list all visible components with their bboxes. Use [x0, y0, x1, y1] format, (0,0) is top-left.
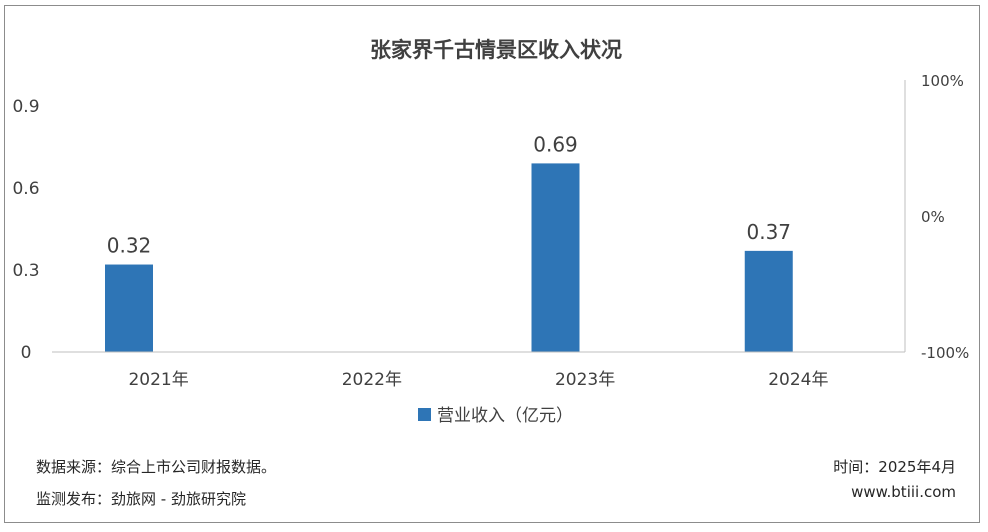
y-axis-tick-label: 0	[21, 343, 32, 363]
chart-title: 张家界千古情景区收入状况	[370, 38, 622, 62]
bar-data-label: 0.69	[533, 132, 578, 156]
publisher-note: 监测发布：劲旅网 - 劲旅研究院	[36, 490, 246, 508]
bar	[744, 250, 793, 352]
legend: 营业收入（亿元）	[418, 406, 573, 426]
x-axis-category-label: 2023年	[555, 370, 615, 390]
legend-swatch	[418, 408, 431, 421]
x-axis-category-label: 2021年	[128, 370, 188, 390]
secondary-y-axis-tick-label: 100%	[921, 72, 964, 90]
y-axis-tick-label: 0.9	[12, 97, 39, 117]
secondary-y-axis-tick-label: 0%	[921, 208, 945, 226]
data-source-note: 数据来源：综合上市公司财报数据。	[36, 458, 277, 476]
bar	[531, 163, 580, 352]
x-axis-category-label: 2022年	[342, 370, 402, 390]
secondary-y-axis-tick-label: -100%	[921, 344, 969, 362]
publish-time: 时间：2025年4月	[833, 458, 956, 476]
x-axis-category-label: 2024年	[768, 370, 828, 390]
legend-label: 营业收入（亿元）	[437, 406, 573, 426]
bar-data-label: 0.37	[746, 220, 791, 244]
bar-data-label: 0.32	[107, 234, 152, 258]
chart-frame	[4, 5, 980, 523]
website-link[interactable]: www.btiii.com	[851, 483, 956, 501]
y-axis-tick-label: 0.6	[12, 179, 39, 199]
y-axis-tick-label: 0.3	[12, 261, 39, 281]
bar	[105, 264, 153, 352]
